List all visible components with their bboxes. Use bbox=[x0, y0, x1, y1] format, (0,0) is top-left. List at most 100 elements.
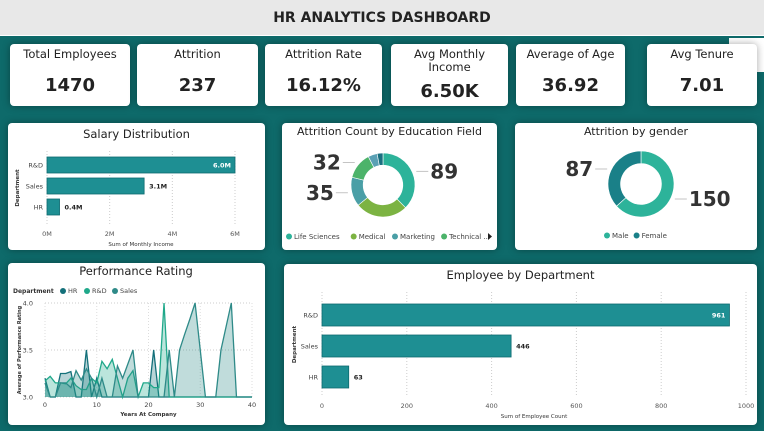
x-tick-label: 6M bbox=[230, 230, 240, 238]
employee-by-department-card: Employee by Department 0 200 400 600 800 1000 S… bbox=[284, 264, 757, 425]
x-tick-label: 0M bbox=[42, 230, 52, 238]
legend-marker bbox=[392, 233, 398, 240]
legend-item: HR bbox=[68, 287, 78, 295]
legend-marker bbox=[633, 232, 640, 239]
x-tick-label: 20 bbox=[144, 401, 152, 409]
donut-slice bbox=[382, 152, 416, 209]
legend-title: Department bbox=[13, 288, 54, 295]
kpi-value: 36.92 bbox=[542, 75, 599, 96]
x-axis-title: Sum of Employee Count bbox=[501, 414, 568, 420]
data-label: 35 bbox=[306, 181, 334, 205]
bar bbox=[46, 177, 145, 195]
x-tick-label: 30 bbox=[196, 401, 204, 409]
data-label: 63 bbox=[354, 374, 363, 382]
bar bbox=[46, 198, 60, 216]
data-label: 87 bbox=[565, 157, 593, 181]
data-label: 150 bbox=[689, 187, 731, 211]
x-tick-label: 600 bbox=[570, 402, 582, 410]
x-axis-title: Sum of Monthly Income bbox=[108, 242, 174, 248]
legend-item: Technical ... bbox=[448, 233, 490, 241]
category-label: R&D bbox=[28, 162, 43, 170]
dashboard-header: HR ANALYTICS DASHBOARD bbox=[0, 0, 764, 36]
kpi-attrition-rate: Attrition Rate 16.12% bbox=[265, 44, 382, 106]
category-label: R&D bbox=[303, 312, 318, 320]
chart-title: Employee by Department bbox=[447, 268, 595, 282]
x-tick-label: 1000 bbox=[738, 402, 755, 410]
x-tick-label: 0 bbox=[320, 402, 324, 410]
donut-slice bbox=[357, 197, 406, 218]
series-line bbox=[44, 302, 252, 400]
salary-distribution-card: Salary Distribution 0M 2M 4M 6M Sum of Monthl… bbox=[8, 123, 265, 250]
x-tick-label: 4M bbox=[167, 230, 177, 238]
chart-title: Attrition Count by Education Field bbox=[297, 125, 482, 138]
kpi-label: Average of Age bbox=[526, 47, 615, 61]
data-label: 0.4M bbox=[65, 204, 83, 212]
series-area bbox=[45, 303, 252, 397]
donut-slice bbox=[607, 150, 642, 207]
legend-marker bbox=[441, 233, 448, 240]
bar bbox=[321, 303, 730, 327]
chart-title: Salary Distribution bbox=[83, 127, 190, 141]
x-tick-label: 200 bbox=[401, 402, 413, 410]
chart-title: Performance Rating bbox=[79, 264, 193, 278]
legend-item: Sales bbox=[120, 287, 138, 295]
dashboard-title: HR ANALYTICS DASHBOARD bbox=[273, 9, 491, 26]
y-tick-label: 4.0 bbox=[23, 300, 33, 308]
series-area bbox=[45, 303, 252, 397]
legend-marker bbox=[84, 288, 90, 294]
data-label: 89 bbox=[430, 159, 458, 183]
legend-marker bbox=[112, 288, 118, 294]
y-axis-title: Department bbox=[15, 169, 21, 207]
category-label: Sales bbox=[301, 343, 319, 351]
y-tick-label: 3.0 bbox=[23, 394, 33, 402]
legend-item: Life Sciences bbox=[294, 233, 340, 241]
y-tick-label: 3.5 bbox=[23, 347, 33, 355]
kpi-avg-tenure: Avg Tenure 7.01 bbox=[647, 44, 757, 106]
kpi-avg-monthly-income: Avg Monthly Income 6.50K bbox=[391, 44, 508, 106]
legend-item: Female bbox=[642, 232, 667, 240]
education-attrition-card: Attrition Count by Education Field 89 35 32… bbox=[282, 123, 497, 250]
kpi-total-employees: Total Employees 1470 bbox=[10, 44, 130, 106]
bar bbox=[321, 365, 350, 389]
kpi-label: Avg Tenure bbox=[670, 47, 734, 61]
legend-marker bbox=[60, 288, 66, 294]
series-line bbox=[44, 302, 252, 400]
bar bbox=[46, 156, 236, 174]
category-label: HR bbox=[309, 374, 319, 382]
x-tick-label: 10 bbox=[93, 401, 101, 409]
kpi-label: Attrition Rate bbox=[285, 47, 362, 61]
y-axis-title: Department bbox=[292, 325, 298, 363]
legend-marker bbox=[286, 233, 292, 240]
series-area bbox=[45, 350, 252, 397]
data-label: 961 bbox=[712, 312, 726, 320]
donut-slice bbox=[376, 152, 384, 166]
category-label: HR bbox=[34, 204, 44, 212]
performance-rating-card: Performance Rating Department HR R&D Sales 3.… bbox=[8, 263, 265, 425]
bar bbox=[321, 334, 512, 358]
kpi-label: Avg Monthly Income bbox=[414, 47, 485, 74]
legend-item: Medical bbox=[359, 233, 386, 241]
legend-next-arrow-icon[interactable] bbox=[488, 233, 492, 240]
data-label: 6.0M bbox=[213, 162, 231, 170]
donut-slice bbox=[616, 150, 675, 218]
legend-item: R&D bbox=[92, 287, 107, 295]
data-label: 3.1M bbox=[149, 183, 167, 191]
x-tick-label: 800 bbox=[655, 402, 667, 410]
chart-title: Attrition by gender bbox=[584, 125, 689, 138]
gender-attrition-card: Attrition by gender 150 87 Male Female bbox=[515, 123, 757, 250]
legend-item: Marketing bbox=[400, 233, 435, 241]
legend-marker bbox=[350, 233, 357, 240]
kpi-average-age: Average of Age 36.92 bbox=[516, 44, 625, 106]
kpi-value: 237 bbox=[178, 75, 217, 96]
y-axis-title: Average of Performance Rating bbox=[17, 305, 23, 394]
kpi-attrition: Attrition 237 bbox=[137, 44, 258, 106]
kpi-value: 6.50K bbox=[420, 81, 479, 102]
legend-marker bbox=[604, 232, 610, 239]
kpi-label: Attrition bbox=[174, 47, 221, 61]
kpi-label: Total Employees bbox=[23, 47, 117, 61]
legend-item: Male bbox=[612, 232, 629, 240]
x-tick-label: 40 bbox=[248, 401, 256, 409]
data-label: 446 bbox=[516, 343, 530, 351]
category-label: Sales bbox=[26, 183, 44, 191]
x-axis-title: Years At Company bbox=[119, 412, 177, 418]
